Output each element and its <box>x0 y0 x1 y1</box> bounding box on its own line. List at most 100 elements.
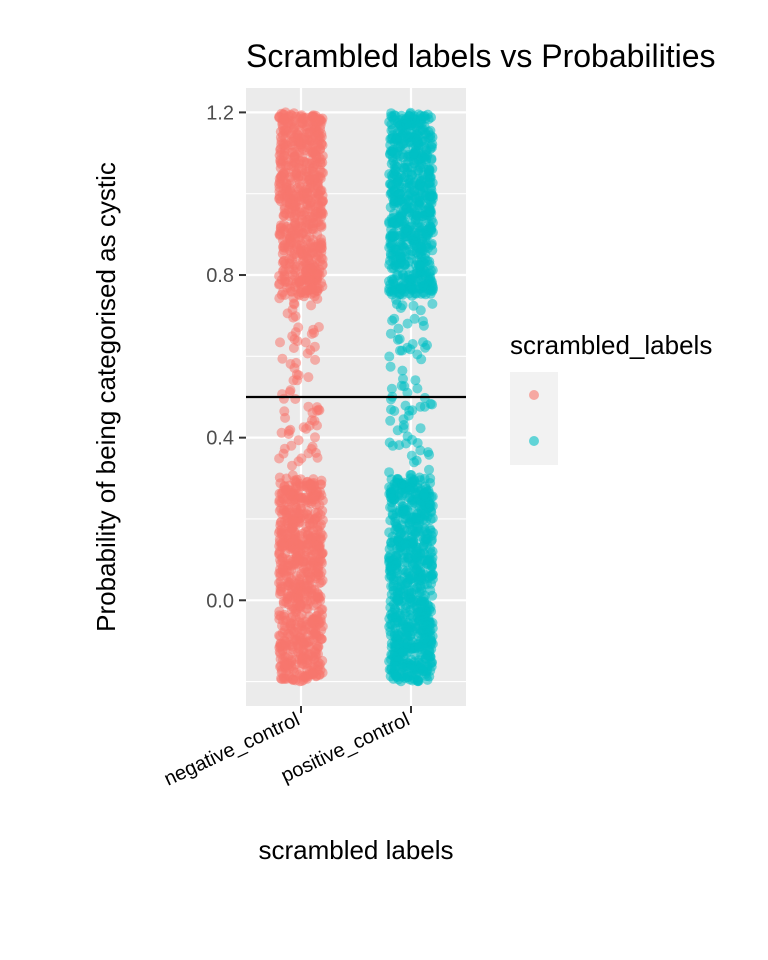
data-point-negative-control <box>276 611 286 621</box>
data-point-negative-control <box>307 550 318 560</box>
data-point-negative-control <box>285 186 295 196</box>
data-point-negative-control <box>283 629 294 639</box>
data-point-positive-control <box>400 400 411 411</box>
data-point-positive-control <box>386 483 397 494</box>
data-point-negative-control <box>293 435 304 446</box>
data-point-positive-control <box>402 387 413 398</box>
data-point-positive-control <box>398 423 409 434</box>
data-point-negative-control <box>312 643 323 654</box>
data-point-positive-control <box>416 606 427 617</box>
data-point-negative-control <box>296 141 306 152</box>
data-point-negative-control <box>295 669 306 680</box>
data-point-positive-control <box>400 259 410 270</box>
data-point-negative-control <box>304 275 315 286</box>
data-point-negative-control <box>315 532 326 543</box>
data-point-negative-control <box>275 337 285 348</box>
data-point-negative-control <box>293 289 304 300</box>
data-point-positive-control <box>427 574 438 584</box>
data-point-negative-control <box>292 622 303 633</box>
x-tick-label: negative_control <box>161 709 303 791</box>
data-point-negative-control <box>297 493 307 503</box>
data-point-negative-control <box>295 601 306 611</box>
data-point-positive-control <box>387 231 398 242</box>
data-point-positive-control <box>408 148 419 159</box>
data-point-positive-control <box>425 265 436 276</box>
data-point-negative-control <box>291 357 302 368</box>
data-point-negative-control <box>301 252 312 263</box>
data-point-positive-control <box>399 163 410 174</box>
data-point-negative-control <box>274 630 285 641</box>
data-point-positive-control <box>406 574 416 584</box>
data-point-negative-control <box>313 217 324 227</box>
data-point-positive-control <box>423 164 434 175</box>
data-point-negative-control <box>275 517 286 528</box>
data-point-positive-control <box>388 286 399 297</box>
data-point-positive-control <box>384 467 395 478</box>
data-point-positive-control <box>403 548 414 559</box>
data-point-positive-control <box>384 437 395 448</box>
data-point-negative-control <box>279 276 290 287</box>
data-point-positive-control <box>418 337 428 348</box>
x-axis-title: scrambled labels <box>258 835 453 865</box>
data-point-negative-control <box>315 165 325 176</box>
data-point-negative-control <box>295 182 306 192</box>
data-point-negative-control <box>315 115 326 126</box>
data-point-positive-control <box>400 641 411 652</box>
data-point-positive-control <box>387 556 398 566</box>
data-point-positive-control <box>415 305 426 316</box>
data-point-positive-control <box>426 185 437 195</box>
y-tick-label: 0.8 <box>206 265 234 287</box>
data-point-positive-control <box>395 126 406 137</box>
data-point-positive-control <box>402 318 413 329</box>
data-point-negative-control <box>287 470 298 481</box>
data-point-positive-control <box>386 241 397 252</box>
data-point-negative-control <box>275 229 286 239</box>
data-point-negative-control <box>287 601 298 612</box>
data-point-negative-control <box>307 415 317 426</box>
data-point-negative-control <box>277 266 288 276</box>
data-point-positive-control <box>395 528 406 539</box>
data-point-positive-control <box>402 342 413 353</box>
data-point-negative-control <box>278 393 289 404</box>
data-point-positive-control <box>426 153 437 164</box>
data-point-negative-control <box>290 394 301 404</box>
data-point-negative-control <box>279 210 290 221</box>
data-point-positive-control <box>424 646 435 657</box>
data-point-positive-control <box>426 661 437 672</box>
data-point-positive-control <box>402 594 413 605</box>
data-point-positive-control <box>398 373 408 384</box>
data-point-positive-control <box>416 354 427 365</box>
data-point-positive-control <box>390 641 400 652</box>
data-point-positive-control <box>393 674 404 685</box>
data-point-negative-control <box>280 548 291 559</box>
data-point-negative-control <box>285 283 296 294</box>
data-point-negative-control <box>307 223 317 234</box>
data-point-negative-control <box>303 401 314 412</box>
data-point-positive-control <box>389 313 400 324</box>
data-point-positive-control <box>403 663 414 674</box>
data-point-negative-control <box>316 185 327 196</box>
data-point-positive-control <box>424 202 435 213</box>
data-point-negative-control <box>307 148 317 158</box>
data-point-negative-control <box>289 122 300 133</box>
data-point-negative-control <box>303 539 314 549</box>
data-point-negative-control <box>284 387 295 397</box>
data-point-negative-control <box>295 202 306 213</box>
data-point-positive-control <box>422 557 433 568</box>
data-point-positive-control <box>416 499 426 510</box>
data-point-negative-control <box>306 263 317 274</box>
data-point-positive-control <box>389 592 400 602</box>
data-point-negative-control <box>290 311 301 322</box>
chart-title: Scrambled labels vs Probabilities <box>246 38 716 74</box>
data-point-negative-control <box>303 372 314 383</box>
data-point-negative-control <box>311 486 322 497</box>
data-point-positive-control <box>417 152 428 163</box>
data-point-positive-control <box>404 585 415 596</box>
data-point-positive-control <box>412 383 423 394</box>
data-point-positive-control <box>416 659 427 670</box>
data-point-negative-control <box>280 107 291 118</box>
data-point-positive-control <box>423 635 434 646</box>
data-point-positive-control <box>384 351 395 362</box>
data-point-positive-control <box>427 590 438 601</box>
data-point-negative-control <box>276 289 287 300</box>
